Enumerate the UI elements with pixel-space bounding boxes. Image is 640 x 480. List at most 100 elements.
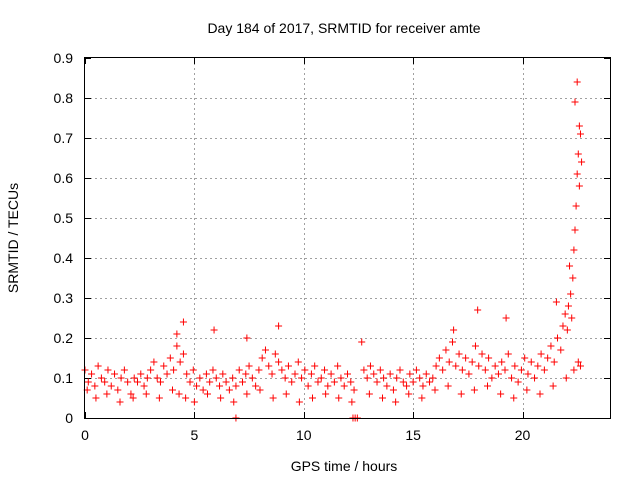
data-point xyxy=(311,362,319,370)
data-point xyxy=(573,170,581,178)
data-point xyxy=(563,326,571,334)
data-point xyxy=(470,386,478,394)
data-point xyxy=(199,386,207,394)
data-point xyxy=(462,354,470,362)
data-point xyxy=(508,374,516,382)
data-point xyxy=(134,378,141,386)
data-point xyxy=(243,390,251,398)
data-point xyxy=(190,398,198,406)
data-point xyxy=(160,362,168,370)
data-point xyxy=(173,330,181,338)
data-point xyxy=(564,302,572,310)
data-point xyxy=(94,362,102,370)
data-point xyxy=(552,298,560,306)
data-point xyxy=(575,122,583,130)
data-point xyxy=(370,370,378,378)
data-point xyxy=(173,342,181,350)
data-point xyxy=(452,362,460,370)
data-point xyxy=(143,374,151,382)
y-tick-label: 0.3 xyxy=(54,290,74,306)
y-tick-labels: 0 0.1 0.2 0.3 0.4 0.5 0.6 0.7 0.8 0.9 xyxy=(54,50,74,426)
data-point xyxy=(258,354,266,362)
data-point xyxy=(130,374,138,382)
data-point xyxy=(291,370,299,378)
data-point xyxy=(504,350,512,358)
data-point xyxy=(566,262,574,270)
data-point xyxy=(365,390,373,398)
data-point xyxy=(366,362,374,370)
data-point xyxy=(166,354,174,362)
plot-frame xyxy=(84,57,611,419)
data-point xyxy=(399,378,407,386)
data-point xyxy=(137,370,145,378)
data-point xyxy=(501,366,509,374)
data-point xyxy=(232,382,240,390)
y-tick-label: 0.4 xyxy=(54,250,74,266)
data-point xyxy=(442,346,450,354)
data-point xyxy=(550,358,558,366)
data-point xyxy=(111,370,119,378)
data-point xyxy=(471,342,479,350)
data-point xyxy=(275,322,283,330)
y-tick-label: 0.1 xyxy=(54,370,74,386)
data-point xyxy=(212,374,220,382)
data-point xyxy=(568,314,576,322)
data-point xyxy=(330,378,338,386)
data-point xyxy=(379,394,386,402)
data-point xyxy=(239,378,246,386)
data-point xyxy=(527,358,535,366)
data-point xyxy=(229,374,237,382)
data-point xyxy=(536,390,544,398)
data-point xyxy=(322,390,330,398)
data-point xyxy=(392,398,400,406)
data-point xyxy=(176,358,184,366)
data-point xyxy=(294,358,302,366)
data-point xyxy=(574,150,582,158)
data-point xyxy=(182,394,190,402)
x-tick-label: 15 xyxy=(405,427,421,443)
data-point xyxy=(511,362,519,370)
data-point xyxy=(497,390,505,398)
data-point xyxy=(265,362,273,370)
data-point xyxy=(426,378,434,386)
data-point xyxy=(155,394,163,402)
data-point xyxy=(179,350,187,358)
data-point xyxy=(574,358,582,366)
data-point xyxy=(403,382,411,390)
data-point xyxy=(92,394,100,402)
data-point xyxy=(418,394,426,402)
data-point xyxy=(104,366,112,374)
data-point xyxy=(252,382,260,390)
data-point xyxy=(523,386,531,394)
data-point xyxy=(478,350,486,358)
data-point xyxy=(457,390,465,398)
data-point xyxy=(491,362,499,370)
data-point xyxy=(517,366,525,374)
y-tick-label: 0 xyxy=(65,410,73,426)
data-point xyxy=(514,378,522,386)
data-point xyxy=(363,374,371,382)
data-point xyxy=(570,366,578,374)
data-point xyxy=(405,390,413,398)
data-point xyxy=(222,378,230,386)
data-point xyxy=(204,390,211,398)
data-point xyxy=(521,354,529,362)
data-point xyxy=(445,358,453,366)
data-point xyxy=(335,394,343,402)
data-point xyxy=(380,374,388,382)
data-points xyxy=(81,78,586,422)
data-point xyxy=(255,366,263,374)
data-point xyxy=(458,366,466,374)
data-point xyxy=(256,386,264,394)
data-point xyxy=(337,374,345,382)
data-point xyxy=(432,362,440,370)
data-point xyxy=(129,394,137,402)
y-tick-label: 0.8 xyxy=(54,90,74,106)
data-point xyxy=(571,98,579,106)
data-point xyxy=(170,366,178,374)
data-point xyxy=(107,382,115,390)
x-tick-label: 5 xyxy=(190,427,198,443)
data-point xyxy=(88,370,96,378)
y-axis-label: SRMTID / TECUs xyxy=(5,183,21,293)
